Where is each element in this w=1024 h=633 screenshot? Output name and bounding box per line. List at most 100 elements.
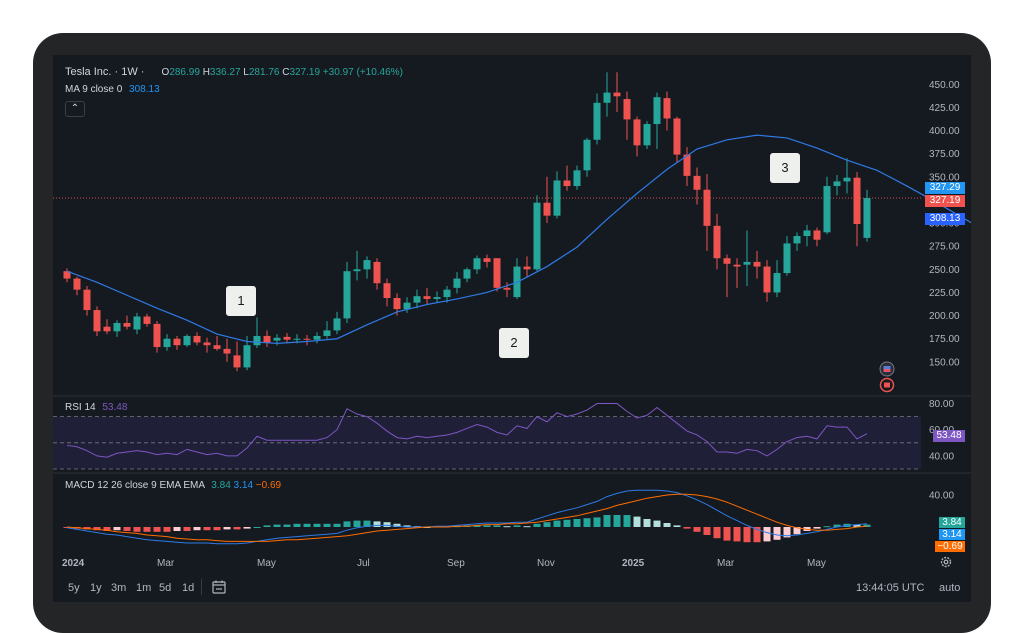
macd-hist-bar xyxy=(143,527,151,532)
macd-hist-bar xyxy=(523,526,531,528)
candle-body xyxy=(403,302,411,310)
candle-body xyxy=(763,266,771,293)
timeframe-1m[interactable]: 1m xyxy=(136,582,152,594)
ohlc-high: 336.27 xyxy=(209,67,241,78)
candle-body xyxy=(813,230,821,240)
macd-legend-label: MACD 12 26 close 9 EMA EMA xyxy=(65,480,205,491)
macd-hist-bar xyxy=(573,519,581,527)
ma-legend[interactable]: MA 9 close 0 308.13 xyxy=(65,84,160,95)
macd-hist-bar xyxy=(153,527,161,532)
macd-hist-bar xyxy=(643,519,651,527)
macd-hist-bar xyxy=(93,527,101,531)
macd-hist-bar xyxy=(853,524,861,527)
macd-hist-bar xyxy=(163,527,171,532)
timeframe-5y[interactable]: 5y xyxy=(68,582,80,594)
candle-body xyxy=(823,186,831,233)
macd-hist-bar xyxy=(553,520,561,527)
chart-screen: 450.00425.00400.00375.00350.00300.00275.… xyxy=(53,55,971,602)
macd-hist-bar xyxy=(173,527,181,531)
ohlc-change: +30.97 (+10.46%) xyxy=(322,67,403,78)
candle-body xyxy=(713,225,721,259)
candle-body xyxy=(183,335,191,346)
candle-body xyxy=(633,119,641,146)
macd-hist-bar xyxy=(563,519,571,527)
candle-body xyxy=(863,198,871,238)
macd-hist-bar xyxy=(583,518,591,527)
price-pane[interactable] xyxy=(53,72,971,372)
candle-body xyxy=(103,326,111,332)
annotation-callout-3[interactable]: 3 xyxy=(770,153,800,183)
timeframe-1d[interactable]: 1d xyxy=(182,582,195,594)
macd-hist-bar xyxy=(233,527,241,530)
symbol-header[interactable]: Tesla Inc. · 1W · O286.99 H336.27 L281.7… xyxy=(65,66,403,78)
date-range-button[interactable] xyxy=(211,579,227,600)
time-tick-label: 2024 xyxy=(62,558,85,569)
macd-hist-bar xyxy=(663,523,671,527)
candle-body xyxy=(173,338,181,346)
annotation-callout-1[interactable]: 1 xyxy=(226,286,256,316)
macd-hist-bar xyxy=(483,525,491,527)
candle-body xyxy=(273,337,281,341)
macd-line xyxy=(66,489,868,545)
auto-scale-toggle[interactable]: auto xyxy=(939,582,961,594)
time-tick-label: Nov xyxy=(537,558,555,569)
timeframe-3m[interactable]: 3m xyxy=(111,582,127,594)
candle-body xyxy=(413,296,421,303)
candle-body xyxy=(443,289,451,298)
macd-pane[interactable] xyxy=(63,489,871,545)
calendar-range-icon xyxy=(212,580,226,594)
time-tick-label: Mar xyxy=(157,558,175,569)
candle-body xyxy=(253,335,261,346)
macd-value-badge: 3.84 xyxy=(939,517,965,528)
rsi-legend[interactable]: RSI 14 53.48 xyxy=(65,402,127,413)
candle-body xyxy=(343,271,351,319)
candle-body xyxy=(563,180,571,187)
candle-body xyxy=(533,202,541,270)
macd-hist-bar xyxy=(373,521,381,527)
macd-hist-bar xyxy=(863,524,871,527)
candle-body xyxy=(193,335,201,343)
price-tick-label: 200.00 xyxy=(929,311,960,322)
collapse-legend-button[interactable]: ⌃ xyxy=(65,101,85,117)
time-tick-label: Mar xyxy=(717,558,735,569)
price-tick-label: 225.00 xyxy=(929,288,960,299)
last-price-badge: 327.19 xyxy=(925,195,965,207)
candle-body xyxy=(663,98,671,119)
candle-body xyxy=(543,202,551,216)
utc-clock[interactable]: 13:44:05 UTC xyxy=(856,582,925,594)
macd-hist-bar xyxy=(193,527,201,531)
candle-body xyxy=(683,154,691,176)
candle-body xyxy=(573,170,581,187)
earnings-marker[interactable] xyxy=(879,377,895,398)
macd-hist-bar xyxy=(293,523,301,527)
candle-body xyxy=(483,258,491,262)
ohlc-readout: O286.99 H336.27 L281.76 C327.19 +30.97 (… xyxy=(161,67,403,78)
macd-legend[interactable]: MACD 12 26 close 9 EMA EMA 3.84 3.14 −0.… xyxy=(65,480,281,491)
candle-body xyxy=(293,338,301,340)
time-tick-label: Jul xyxy=(357,558,370,569)
candle-body xyxy=(733,264,741,267)
candle-body xyxy=(463,269,471,279)
candle-body xyxy=(653,97,661,125)
price-tick-label: 175.00 xyxy=(929,334,960,345)
dividends-marker[interactable] xyxy=(879,361,895,382)
candle-body xyxy=(233,355,241,368)
candle-body xyxy=(493,258,501,288)
candle-body xyxy=(83,289,91,311)
rsi-pane[interactable] xyxy=(53,403,921,470)
macd-hist-bar xyxy=(753,527,761,543)
macd-hist-bar xyxy=(263,525,271,527)
macd-hist-bar xyxy=(503,526,511,528)
timeframe-1y[interactable]: 1y xyxy=(90,582,102,594)
chart-settings-button[interactable] xyxy=(939,555,953,574)
timeframe-5d[interactable]: 5d xyxy=(159,582,172,594)
candle-body xyxy=(123,323,131,327)
macd-hist-bar xyxy=(243,527,251,529)
macd-hist-bar xyxy=(673,525,681,527)
candle-body xyxy=(223,348,231,354)
settings-icon xyxy=(940,556,952,568)
candle-body xyxy=(143,316,151,324)
ma-value-badge: 308.13 xyxy=(925,213,965,225)
annotation-callout-2[interactable]: 2 xyxy=(499,328,529,358)
ohlc-low: 281.76 xyxy=(248,67,280,78)
